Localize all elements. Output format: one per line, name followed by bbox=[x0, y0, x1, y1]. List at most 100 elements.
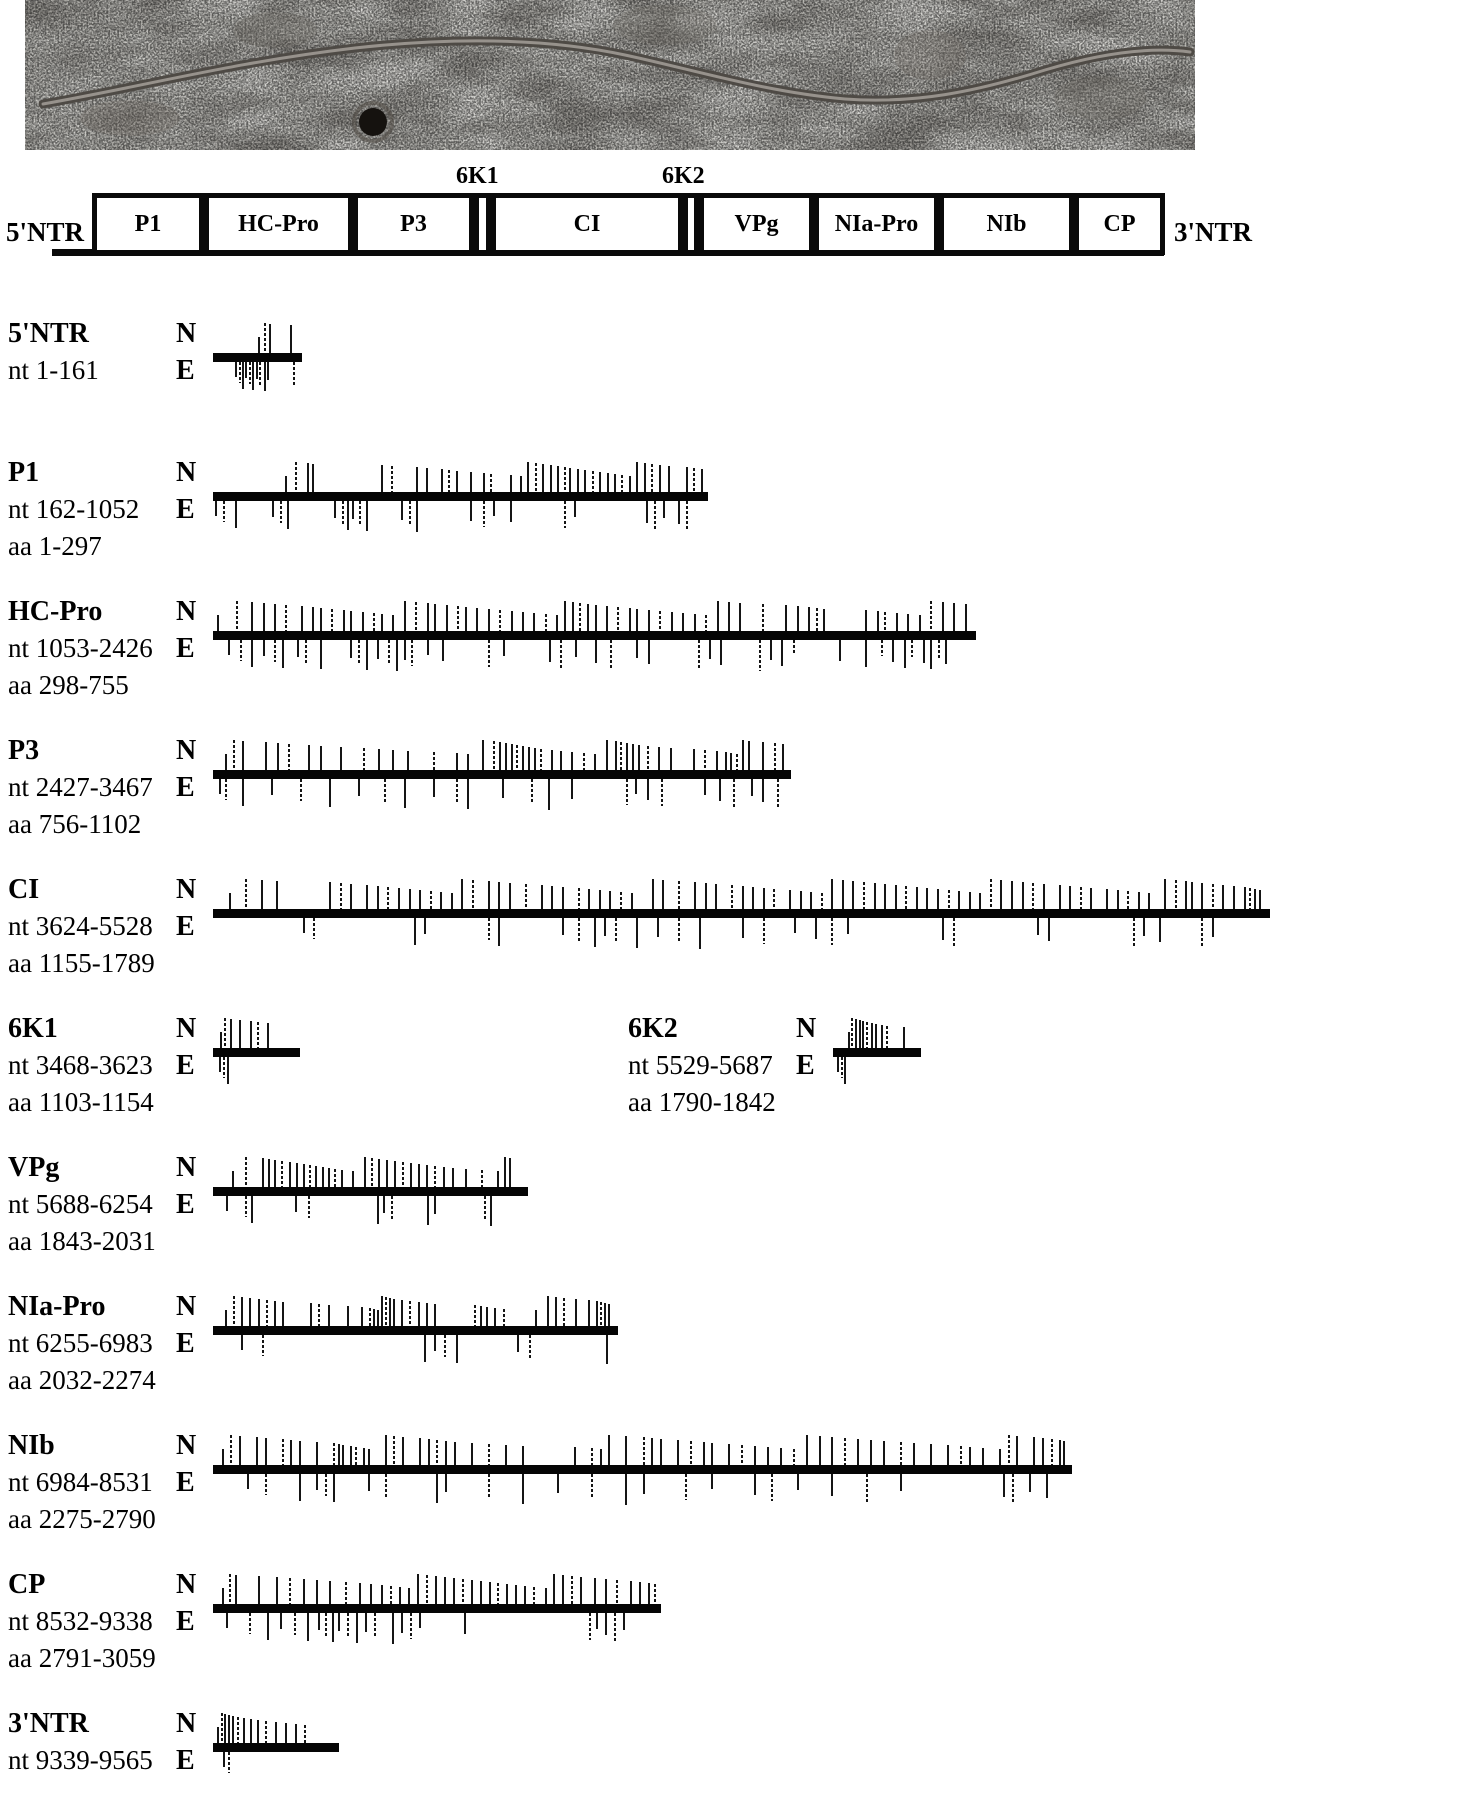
panel-row-11: 3'NTR nt 9339-9565 N E bbox=[8, 1708, 1464, 1800]
tick-e bbox=[303, 918, 305, 933]
tick-n bbox=[1016, 1436, 1018, 1465]
panel-nt-range: nt 3468-3623 bbox=[8, 1050, 153, 1080]
tick-n bbox=[785, 605, 787, 631]
tick-n bbox=[454, 1442, 456, 1465]
tick-e bbox=[510, 501, 512, 522]
tick-n bbox=[1254, 889, 1256, 909]
tick-n bbox=[866, 1022, 868, 1048]
tick-e bbox=[596, 1613, 598, 1629]
tick-e bbox=[342, 501, 344, 524]
tick-e bbox=[625, 1474, 627, 1505]
variation-bar-vpg bbox=[213, 1187, 528, 1196]
tick-n bbox=[883, 1441, 885, 1465]
tick-n bbox=[1033, 1437, 1035, 1465]
panel-name-6k2: 6K2 bbox=[628, 1013, 678, 1044]
tick-n bbox=[715, 884, 717, 909]
tick-n bbox=[345, 1582, 347, 1604]
tick-n bbox=[434, 1166, 436, 1187]
tick-n bbox=[498, 882, 500, 909]
tick-e bbox=[226, 1196, 228, 1211]
tick-e bbox=[759, 640, 761, 671]
tick-n bbox=[276, 881, 278, 909]
tick-n bbox=[916, 887, 918, 909]
tick-n bbox=[793, 1449, 795, 1465]
tick-n bbox=[237, 1717, 239, 1743]
tick-n bbox=[457, 606, 459, 631]
tick-e bbox=[1159, 918, 1161, 942]
tick-n bbox=[471, 1580, 473, 1604]
tick-e bbox=[264, 362, 266, 391]
panel-name-vpg: VPg bbox=[8, 1152, 60, 1183]
tick-n bbox=[578, 888, 580, 909]
tick-n bbox=[863, 882, 865, 909]
tick-n bbox=[660, 1439, 662, 1465]
tick-n bbox=[875, 1024, 877, 1048]
tick-n bbox=[752, 887, 754, 909]
tick-n bbox=[389, 1298, 391, 1326]
tick-e bbox=[274, 640, 276, 662]
tick-e bbox=[404, 640, 406, 660]
tick-e bbox=[847, 918, 849, 934]
tick-n bbox=[363, 1448, 365, 1465]
tick-n bbox=[557, 466, 559, 492]
genome-box-label: VPg bbox=[734, 210, 779, 237]
row-label-n: N bbox=[176, 457, 197, 488]
tick-e bbox=[1048, 918, 1050, 941]
tick-n bbox=[390, 1586, 392, 1604]
tick-n bbox=[308, 745, 310, 770]
tick-n bbox=[594, 1578, 596, 1604]
panel-nt-range: nt 9339-9565 bbox=[8, 1745, 153, 1775]
tick-e bbox=[578, 918, 580, 941]
tick-e bbox=[308, 1196, 310, 1218]
tick-n bbox=[362, 612, 364, 631]
tick-n bbox=[522, 1446, 524, 1465]
tick-n bbox=[884, 612, 886, 631]
tick-e bbox=[794, 918, 796, 933]
tick-n bbox=[419, 1438, 421, 1465]
tick-n bbox=[842, 880, 844, 909]
tick-n bbox=[725, 752, 727, 770]
tick-n bbox=[629, 476, 631, 492]
tick-n bbox=[228, 1715, 230, 1743]
tick-n bbox=[1148, 893, 1150, 909]
tick-n bbox=[409, 1301, 411, 1326]
tick-e bbox=[282, 640, 284, 668]
tick-n bbox=[638, 745, 640, 770]
tick-n bbox=[617, 607, 619, 631]
tick-n bbox=[572, 602, 574, 631]
tick-n bbox=[599, 890, 601, 909]
tick-n bbox=[816, 608, 818, 631]
tick-n bbox=[810, 892, 812, 909]
tick-n bbox=[615, 741, 617, 770]
tick-n bbox=[1080, 887, 1082, 909]
tick-e bbox=[841, 1057, 843, 1078]
tick-e bbox=[595, 640, 597, 663]
tick-n bbox=[347, 1306, 349, 1326]
tick-n bbox=[1063, 1441, 1065, 1465]
tick-n bbox=[800, 891, 802, 909]
tick-e bbox=[881, 640, 883, 656]
tick-n bbox=[381, 614, 383, 631]
tick-n bbox=[948, 890, 950, 909]
tick-n bbox=[1059, 885, 1061, 909]
tick-e bbox=[498, 918, 500, 946]
tick-n bbox=[704, 750, 706, 770]
tick-e bbox=[484, 1196, 486, 1220]
tick-e bbox=[719, 779, 721, 801]
tick-n bbox=[630, 1581, 632, 1604]
tick-n bbox=[678, 881, 680, 909]
panel-aa-range: aa 1-297 bbox=[8, 531, 102, 561]
tick-e bbox=[280, 1613, 282, 1629]
tick-n bbox=[694, 614, 696, 631]
tick-e bbox=[262, 1335, 264, 1356]
tick-e bbox=[754, 1474, 756, 1495]
genome-box-p1: P1 bbox=[92, 193, 204, 255]
tick-n bbox=[318, 1304, 320, 1326]
tick-n bbox=[505, 743, 507, 770]
tick-n bbox=[1191, 882, 1193, 909]
tick-e bbox=[493, 501, 495, 516]
tick-e bbox=[333, 1474, 335, 1502]
tick-e bbox=[635, 779, 637, 794]
tick-n bbox=[488, 609, 490, 631]
tick-n bbox=[773, 889, 775, 909]
